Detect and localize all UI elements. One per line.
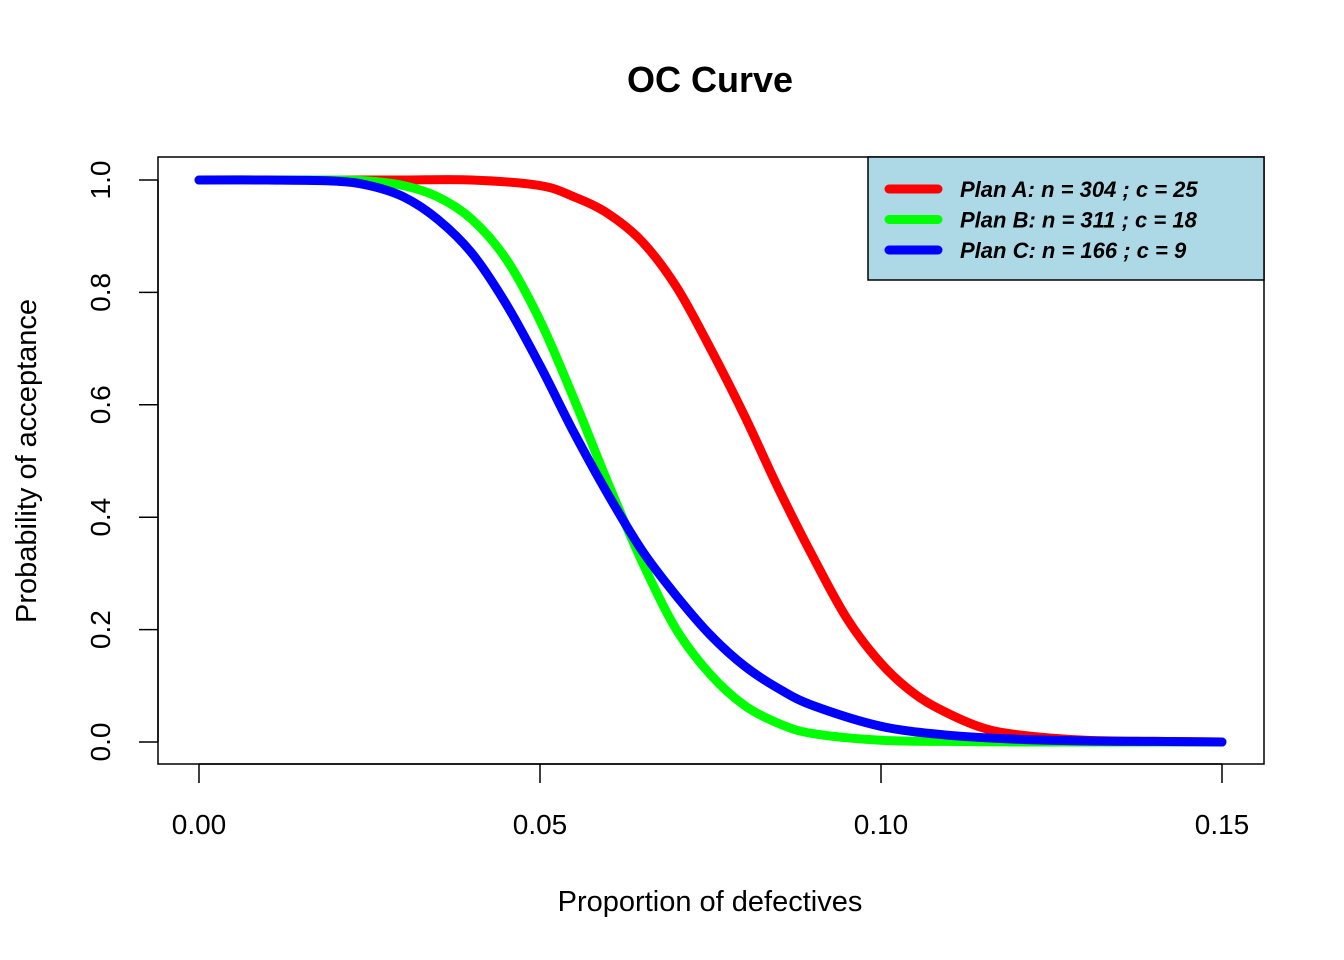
legend: Plan A: n = 304 ; c = 25 Plan B: n = 311 … — [867, 156, 1265, 281]
x-axis: 0.00 0.05 0.10 0.15 — [172, 763, 1250, 840]
y-tick-label: 0.2 — [85, 610, 116, 649]
series-layer — [194, 175, 1227, 747]
legend-label: Plan A: n = 304 ; c = 25 — [960, 177, 1198, 202]
y-tick-label: 1.0 — [85, 161, 116, 200]
y-tick-label: 0.6 — [85, 385, 116, 424]
x-tick-label: 0.15 — [1195, 809, 1250, 840]
x-tick-label: 0.00 — [172, 809, 227, 840]
legend-entries: Plan A: n = 304 ; c = 25 Plan B: n = 311 … — [884, 177, 1198, 263]
x-tick-label: 0.05 — [513, 809, 568, 840]
y-axis-label: Probability of acceptance — [11, 299, 43, 623]
legend-label: Plan B: n = 311 ; c = 18 — [960, 208, 1198, 233]
series-line-plan-c — [194, 175, 1227, 747]
y-tick-label: 0.4 — [85, 498, 116, 537]
y-axis: 0.0 0.2 0.4 0.6 0.8 1.0 — [85, 161, 159, 762]
x-tick-label: 0.10 — [854, 809, 909, 840]
y-tick-label: 0.8 — [85, 273, 116, 312]
legend-label: Plan C: n = 166 ; c = 9 — [960, 238, 1187, 263]
chart-title: OC Curve — [627, 59, 793, 100]
series-line-plan-a — [194, 175, 1227, 747]
x-axis-label: Proportion of defectives — [558, 886, 863, 918]
y-tick-label: 0.0 — [85, 723, 116, 762]
